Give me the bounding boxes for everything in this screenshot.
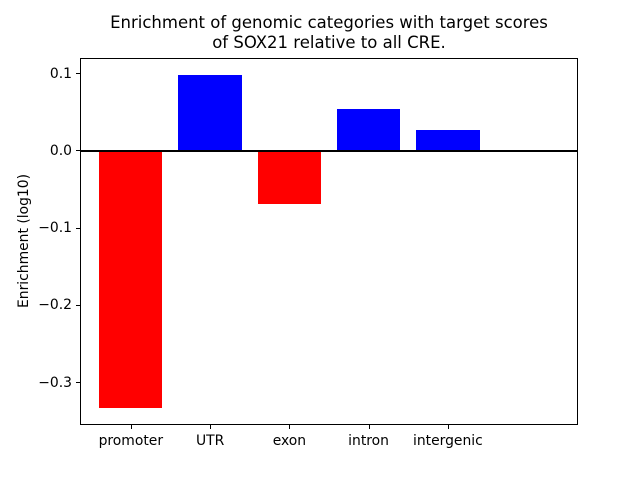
x-tick-label: intron <box>348 433 389 449</box>
y-tick-label: −0.2 <box>38 297 72 314</box>
y-tick-label: 0.1 <box>49 65 72 82</box>
zero-line <box>80 149 578 152</box>
y-tick-mark <box>76 73 80 74</box>
chart-title-line-1: Enrichment of genomic categories with ta… <box>110 13 548 32</box>
bar-promoter <box>99 150 163 408</box>
x-tick-mark <box>368 425 370 429</box>
y-tick-mark <box>76 304 80 306</box>
chart-title: Enrichment of genomic categories with ta… <box>80 13 578 53</box>
x-tick-label: UTR <box>195 433 225 449</box>
x-tick-mark <box>130 425 132 429</box>
bar-UTR <box>178 75 242 151</box>
x-tick-mark <box>289 425 291 429</box>
y-tick-mark <box>76 382 80 383</box>
chart-title-line-2: of SOX21 relative to all CRE. <box>212 33 446 52</box>
y-tick-mark <box>76 227 80 229</box>
plot-area: 0.1 0.0 −0.1 −0.2 −0.3 promoter UTR exon intron… <box>38 58 578 449</box>
y-axis-label: Enrichment (log10) <box>16 173 32 309</box>
x-tick-mark <box>447 425 449 429</box>
x-tick-label: intergenic <box>412 433 483 449</box>
x-tick-label: promoter <box>98 433 164 449</box>
y-tick-mark <box>76 150 80 152</box>
x-tick-label: exon <box>272 433 307 449</box>
y-tick-label: −0.3 <box>38 374 72 391</box>
y-tick-label: 0.0 <box>49 142 72 159</box>
bar-intron <box>336 109 401 151</box>
bar-intergenic <box>416 129 480 151</box>
x-tick-mark <box>210 425 212 429</box>
bar-exon <box>257 150 321 204</box>
y-tick-label: −0.1 <box>38 220 72 236</box>
